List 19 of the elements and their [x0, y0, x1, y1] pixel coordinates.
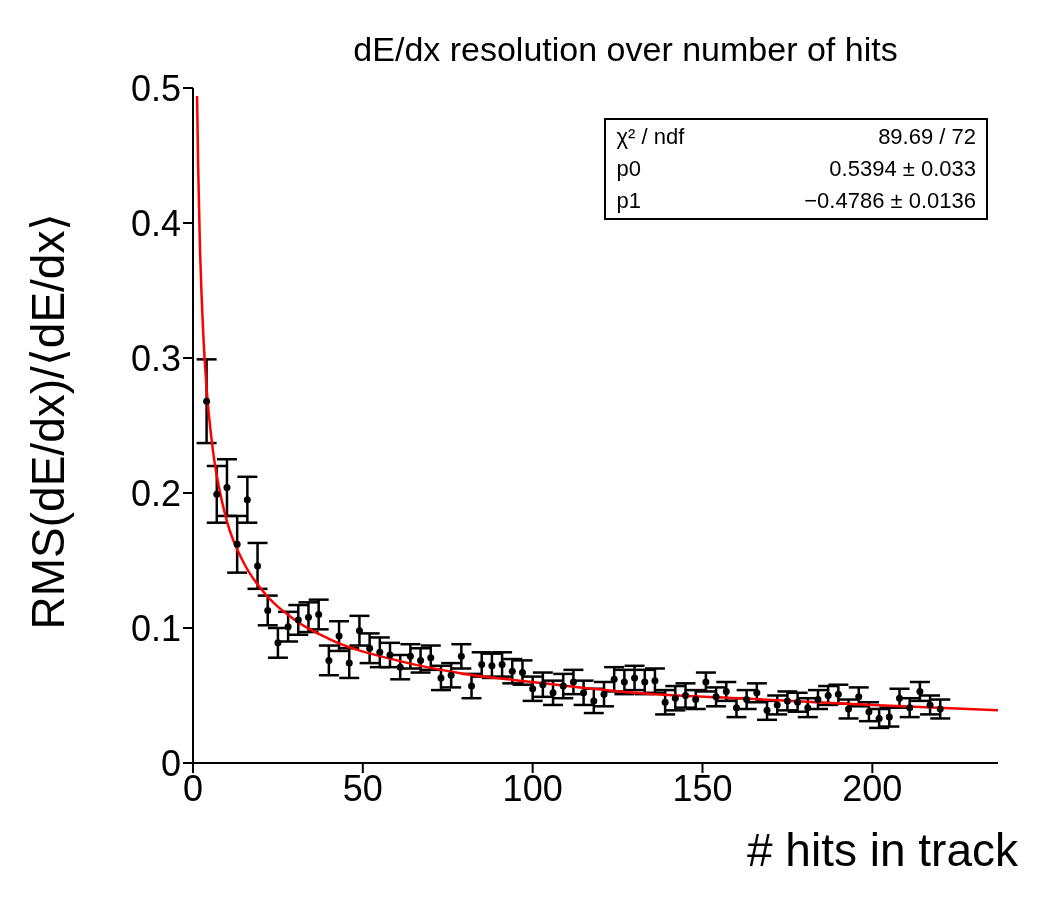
x-tick-label: 100 [502, 767, 563, 809]
annotation: 0.5394 ± 0.033 [828, 156, 976, 182]
annotation: p0 [616, 156, 642, 182]
annotation: 89.69 / 72 [877, 124, 976, 150]
y-tick-label: 0.5 [130, 67, 181, 109]
y-tick-label: 0.4 [130, 202, 181, 244]
line-series [195, 94, 998, 712]
x-tick-label: 150 [672, 767, 733, 809]
y-tick-label: 0.1 [130, 607, 181, 649]
x-axis-title: # hits in track [746, 823, 1018, 877]
y-tick-label: 0.2 [130, 472, 181, 514]
annotation: χ² / ndf [616, 124, 685, 150]
y-tick-label: 0.3 [130, 337, 181, 379]
x-tick-label: 200 [842, 767, 903, 809]
y-axis-title: RMS(dE/dx)/⟨dE/dx⟩ [21, 212, 75, 629]
x-tick-label: 50 [342, 767, 383, 809]
annotation: −0.4786 ± 0.0136 [804, 188, 976, 214]
annotation: p1 [616, 188, 642, 214]
chart-title: dE/dx resolution over number of hits [352, 30, 899, 69]
